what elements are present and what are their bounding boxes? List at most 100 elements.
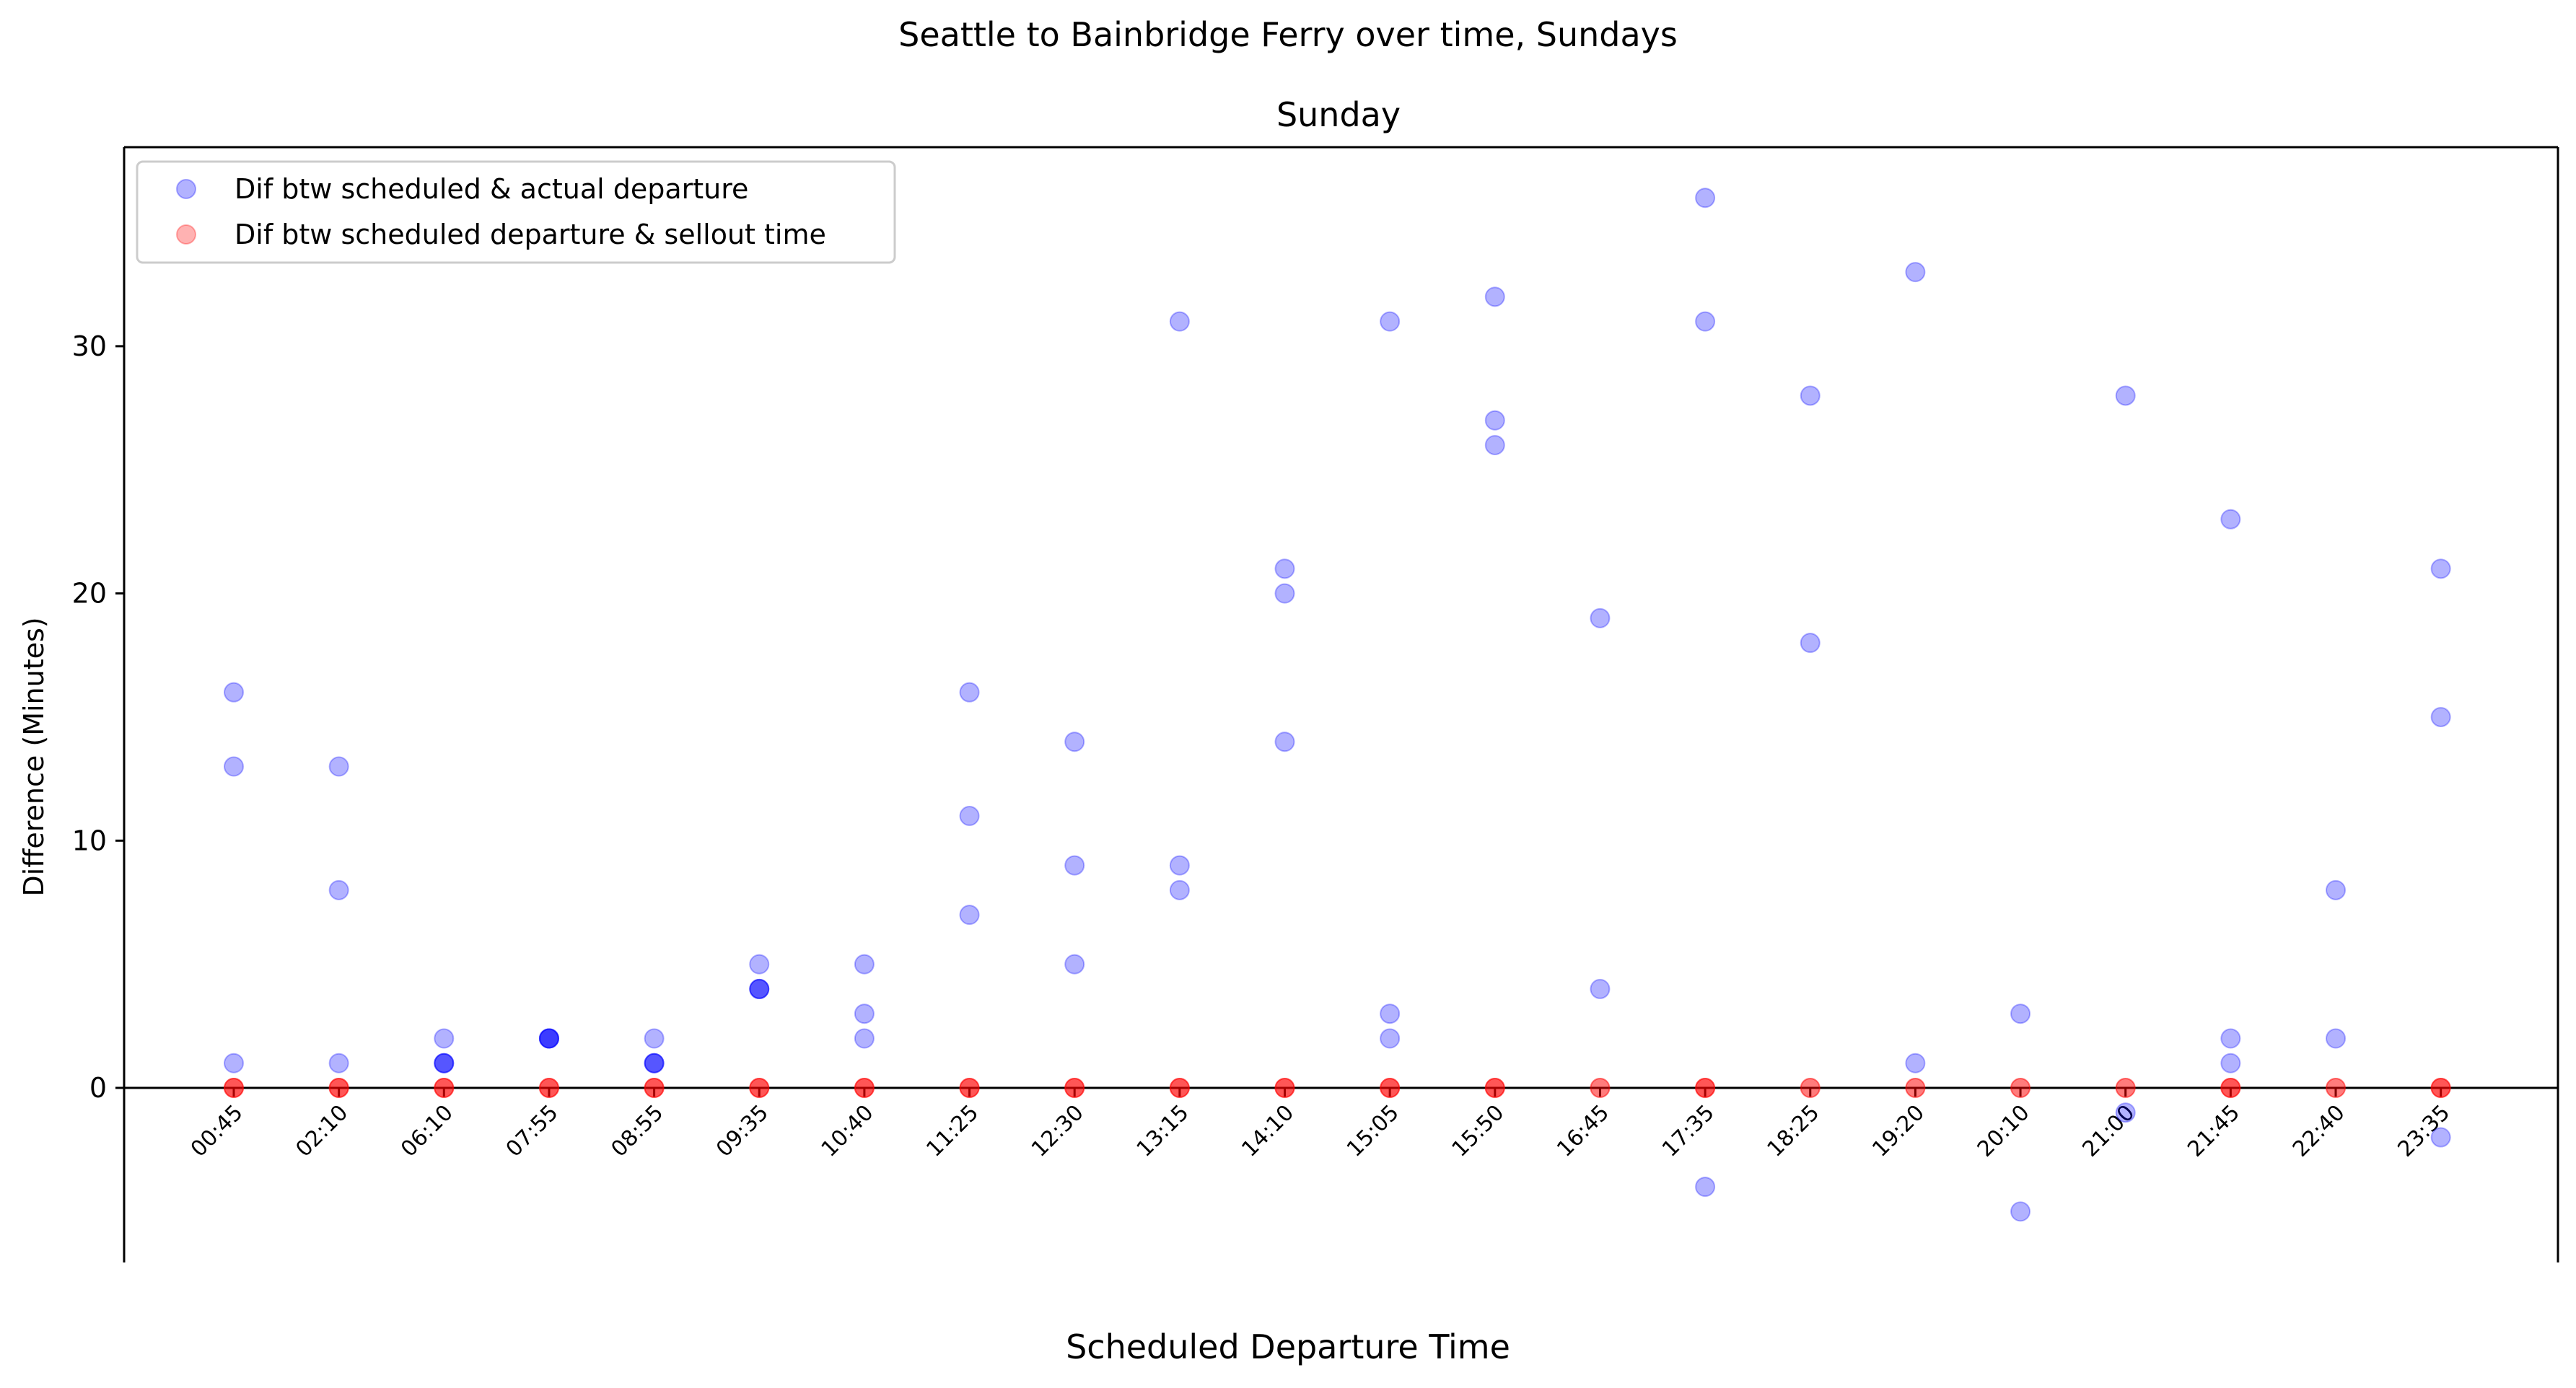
point-sellout <box>224 1078 244 1098</box>
point-actual-departure <box>1695 188 1716 208</box>
x-tick-label: 13:15 <box>1132 1100 1194 1162</box>
point-sellout <box>434 1078 455 1098</box>
point-actual-departure <box>749 978 770 999</box>
point-actual-departure <box>538 1028 559 1049</box>
point-actual-departure <box>2430 558 2451 579</box>
point-sellout <box>749 1078 770 1098</box>
point-sellout <box>2010 1078 2031 1098</box>
point-sellout <box>1695 1078 1716 1098</box>
point-sellout <box>644 1078 665 1098</box>
point-actual-departure <box>2115 1102 2136 1123</box>
point-sellout <box>1905 1078 1926 1098</box>
point-sellout <box>1484 1078 1505 1098</box>
point-sellout <box>1169 1078 1190 1098</box>
point-sellout <box>328 1078 349 1098</box>
point-sellout <box>1064 1078 1085 1098</box>
point-sellout <box>328 1078 349 1098</box>
point-actual-departure <box>1169 311 1190 332</box>
point-sellout <box>1169 1078 1190 1098</box>
point-actual-departure <box>1169 879 1190 900</box>
point-actual-departure <box>2220 1053 2241 1073</box>
point-actual-departure <box>2430 706 2451 727</box>
point-sellout <box>2430 1078 2451 1098</box>
x-tick-label: 14:10 <box>1237 1100 1299 1162</box>
chart-title: Sunday <box>1276 95 1401 134</box>
point-actual-departure <box>2115 385 2136 406</box>
figure-suptitle: Seattle to Bainbridge Ferry over time, S… <box>898 15 1678 54</box>
point-sellout <box>2220 1078 2241 1098</box>
point-actual-departure <box>1274 558 1295 579</box>
point-sellout <box>2115 1078 2136 1098</box>
x-tick-label: 08:55 <box>606 1100 668 1162</box>
point-sellout <box>1169 1078 1190 1098</box>
x-tick-label: 21:45 <box>2183 1100 2245 1162</box>
axis-ticks: 0 10 20 30 00:45 02:10 06:10 07:55 08:55 09:35 10:… <box>72 330 2455 1162</box>
point-actual-departure <box>1800 633 1821 654</box>
x-tick-label: 22:40 <box>2288 1100 2350 1162</box>
point-sellout <box>1695 1078 1716 1098</box>
point-actual-departure <box>644 1053 665 1073</box>
point-actual-departure <box>224 682 244 703</box>
point-actual-departure <box>1484 286 1505 307</box>
point-sellout <box>538 1078 559 1098</box>
point-actual-departure <box>644 1028 665 1049</box>
point-actual-departure <box>224 1053 244 1073</box>
y-tick-label: 30 <box>72 330 107 362</box>
x-tick-label: 06:10 <box>396 1100 458 1162</box>
point-sellout <box>1380 1078 1401 1098</box>
point-actual-departure <box>1695 1177 1716 1198</box>
point-actual-departure <box>959 806 980 827</box>
x-tick-label: 19:20 <box>1867 1100 1929 1162</box>
point-sellout <box>1274 1078 1295 1098</box>
point-actual-departure <box>854 1003 875 1024</box>
point-sellout <box>224 1078 244 1098</box>
point-actual-departure <box>434 1053 455 1073</box>
x-tick-label: 15:50 <box>1447 1100 1510 1162</box>
point-actual-departure <box>1590 607 1611 628</box>
point-actual-departure <box>1484 434 1505 455</box>
x-tick-label: 16:45 <box>1552 1100 1614 1162</box>
point-sellout <box>749 1078 770 1098</box>
y-tick-label: 0 <box>89 1072 107 1104</box>
y-tick-label: 20 <box>72 578 107 610</box>
legend-marker-actual-departure <box>176 179 196 199</box>
x-tick-label: 20:10 <box>1973 1100 2035 1162</box>
point-sellout <box>959 1078 980 1098</box>
point-sellout <box>1590 1078 1611 1098</box>
point-sellout <box>1274 1078 1295 1098</box>
point-actual-departure <box>749 954 770 975</box>
point-sellout <box>854 1078 875 1098</box>
point-sellout <box>749 1078 770 1098</box>
point-actual-departure <box>749 978 770 999</box>
point-sellout <box>434 1078 455 1098</box>
point-actual-departure <box>644 1053 665 1073</box>
point-actual-departure <box>328 1053 349 1073</box>
point-sellout <box>1064 1078 1085 1098</box>
point-actual-departure <box>328 879 349 900</box>
point-sellout <box>538 1078 559 1098</box>
point-actual-departure <box>1064 732 1085 752</box>
point-actual-departure <box>1274 583 1295 604</box>
point-sellout <box>1064 1078 1085 1098</box>
plot-area: 0 10 20 30 00:45 02:10 06:10 07:55 08:55 09:35 10:… <box>72 146 2559 1262</box>
point-sellout <box>2115 1078 2136 1098</box>
point-actual-departure <box>1905 262 1926 283</box>
point-actual-departure <box>959 905 980 926</box>
point-sellout <box>1695 1078 1716 1098</box>
point-sellout <box>2326 1078 2346 1098</box>
point-sellout <box>224 1078 244 1098</box>
legend-marker-sellout <box>176 224 196 245</box>
point-actual-departure <box>749 978 770 999</box>
point-actual-departure <box>538 1028 559 1049</box>
point-actual-departure <box>434 1053 455 1073</box>
point-actual-departure <box>854 954 875 975</box>
point-sellout <box>1380 1078 1401 1098</box>
point-sellout <box>2010 1078 2031 1098</box>
point-sellout <box>1800 1078 1821 1098</box>
legend-label-sellout: Dif btw scheduled departure & sellout ti… <box>235 219 826 250</box>
legend-frame <box>136 160 896 264</box>
point-actual-departure <box>538 1028 559 1049</box>
point-sellout <box>1484 1078 1505 1098</box>
point-actual-departure <box>1380 311 1401 332</box>
point-sellout <box>1800 1078 1821 1098</box>
